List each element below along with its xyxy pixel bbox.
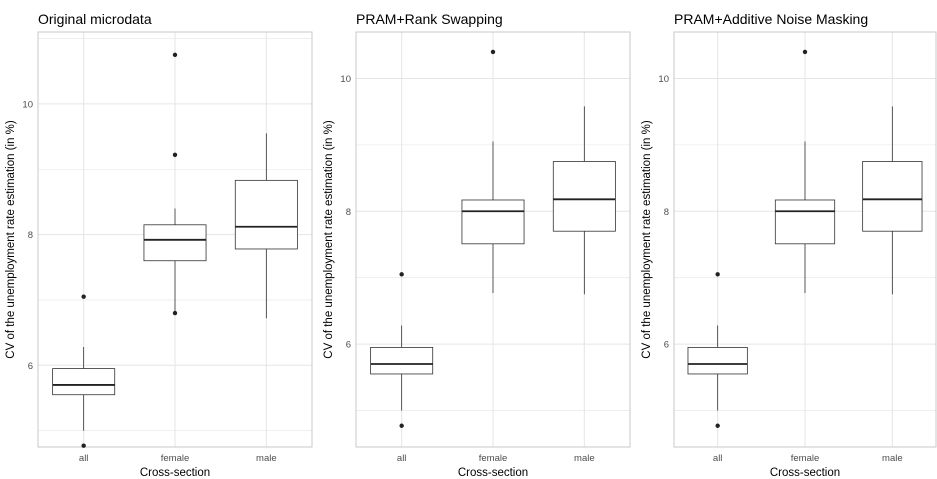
box-male [862, 106, 923, 295]
y-tick-label: 8 [28, 230, 33, 241]
iqr-box [461, 199, 525, 245]
box-male [552, 106, 616, 295]
panel-title: PRAM+Additive Noise Masking [674, 11, 868, 27]
box-female [461, 49, 525, 293]
outlier-point [715, 423, 720, 428]
y-axis-title: CV of the unemployment rate estimation (… [5, 120, 17, 359]
y-tick-label: 6 [28, 361, 33, 372]
iqr-box [234, 179, 298, 250]
y-tick-label: 6 [346, 340, 351, 351]
x-axis-title: Cross-section [140, 467, 210, 479]
x-axis-title: Cross-section [770, 467, 840, 479]
outlier-point [399, 272, 404, 277]
iqr-box [370, 346, 434, 375]
iqr-box [862, 161, 923, 232]
iqr-box [687, 346, 748, 375]
panel-border [37, 31, 313, 448]
x-tick-label: female [791, 453, 820, 464]
outlier-point [172, 310, 178, 316]
chart-panel-2: PRAM+Rank Swapping 6 8 10 all female male Cross… [323, 11, 631, 479]
box-all [687, 272, 748, 428]
y-tick-label: 6 [664, 340, 669, 351]
box-male [234, 133, 298, 319]
x-tick-label: male [882, 453, 903, 464]
x-tick-label: male [574, 453, 595, 464]
box-all [370, 272, 434, 428]
x-tick-label: male [256, 453, 277, 464]
panel-title: PRAM+Rank Swapping [356, 11, 503, 27]
x-tick-label: female [479, 453, 508, 464]
x-tick-label: female [161, 453, 190, 464]
y-tick-label: 10 [340, 74, 351, 85]
outlier-point [81, 294, 86, 299]
outlier-point [715, 272, 720, 277]
iqr-box [52, 368, 116, 396]
y-tick-label: 8 [346, 207, 351, 218]
box-female [774, 49, 836, 293]
outlier-point [172, 52, 178, 58]
outlier-point [802, 49, 808, 55]
chart-panel-3: PRAM+Additive Noise Masking 6 8 10 all female… [641, 11, 937, 479]
y-tick-label: 8 [664, 207, 669, 218]
outlier-point [490, 49, 496, 55]
panel-border [355, 31, 631, 448]
iqr-box [774, 199, 836, 245]
panel-title: Original microdata [38, 11, 152, 27]
box-female [143, 52, 207, 316]
y-tick-label: 10 [22, 99, 33, 110]
iqr-box [143, 224, 207, 262]
x-tick-label: all [397, 453, 407, 464]
outlier-point [172, 152, 178, 158]
y-tick-label: 10 [658, 74, 669, 85]
x-tick-label: all [79, 453, 89, 464]
outlier-point [81, 443, 86, 448]
iqr-box [552, 161, 616, 232]
y-axis-title: CV of the unemployment rate estimation (… [641, 120, 653, 359]
chart-panel-1: Original microdata 6 8 10 all female male Cross… [5, 11, 313, 479]
x-axis-title: Cross-section [458, 467, 528, 479]
y-axis-title: CV of the unemployment rate estimation (… [323, 120, 335, 359]
panel-border [673, 31, 937, 448]
box-all [52, 294, 116, 448]
x-tick-label: all [713, 453, 723, 464]
outlier-point [399, 423, 404, 428]
